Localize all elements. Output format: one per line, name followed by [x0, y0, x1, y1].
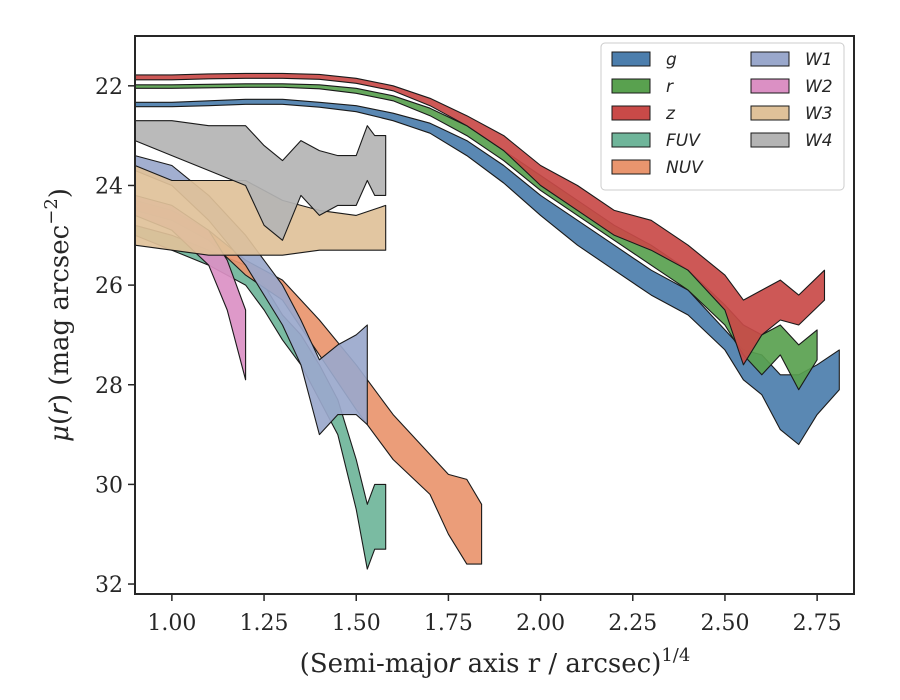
y-tick-label: 22	[95, 75, 123, 100]
legend-label-w2: W2	[805, 77, 833, 97]
x-tick-label: 2.25	[608, 611, 657, 636]
legend-label-g: g	[666, 50, 677, 70]
legend-swatch-nuv	[611, 159, 651, 175]
legend: grz FUV NUV W1 W2 W3 W4	[600, 42, 845, 191]
legend-swatch-g	[611, 51, 651, 67]
y-tick-label: 26	[95, 274, 123, 299]
legend-label-fuv: FUV	[666, 131, 701, 151]
legend-label-w4: W4	[805, 131, 833, 151]
y-tick-label: 30	[95, 473, 123, 498]
x-axis-label: (Semi-major axis r / arcsec)1/4	[300, 645, 691, 679]
legend-label-w1: W1	[805, 50, 833, 70]
plot-frame	[134, 35, 855, 595]
legend-swatch-r	[611, 78, 651, 94]
legend-label-z: z	[665, 104, 676, 124]
x-tick-label: 2.00	[516, 611, 565, 636]
legend-label-nuv: NUV	[666, 158, 704, 178]
y-tick-label: 32	[95, 573, 123, 598]
series-band-nuv	[134, 199, 483, 565]
legend-swatch-w1	[750, 51, 790, 67]
legend-swatch-fuv	[611, 132, 651, 148]
series-band-g	[134, 98, 840, 446]
legend-label-r: r	[666, 77, 674, 97]
series-band-r	[134, 83, 818, 391]
y-tick-label: 24	[95, 174, 123, 199]
x-tick-label: 2.50	[700, 611, 749, 636]
legend-swatch-z	[611, 105, 651, 121]
y-tick-label: 28	[95, 374, 123, 399]
x-axis-ticks: 1.00 1.25 1.50 1.75 2.00 2.25 2.50 2.75	[147, 594, 842, 636]
legend-swatch-w2	[750, 78, 790, 94]
x-tick-label: 1.00	[147, 611, 196, 636]
y-axis-label: μ(r) (mag arcsec−2)	[41, 188, 75, 442]
legend-label-w3: W3	[805, 104, 833, 124]
x-tick-label: 1.50	[332, 611, 381, 636]
legend-swatch-w4	[750, 132, 790, 148]
x-tick-label: 1.25	[240, 611, 289, 636]
x-tick-label: 1.75	[424, 611, 473, 636]
area-bands	[134, 72, 840, 570]
y-axis-ticks: 22 24 26 28 30 32	[95, 75, 135, 598]
x-tick-label: 2.75	[793, 611, 842, 636]
series-band-w4	[134, 120, 387, 241]
legend-swatch-w3	[750, 105, 790, 121]
series-band-z	[134, 72, 826, 366]
